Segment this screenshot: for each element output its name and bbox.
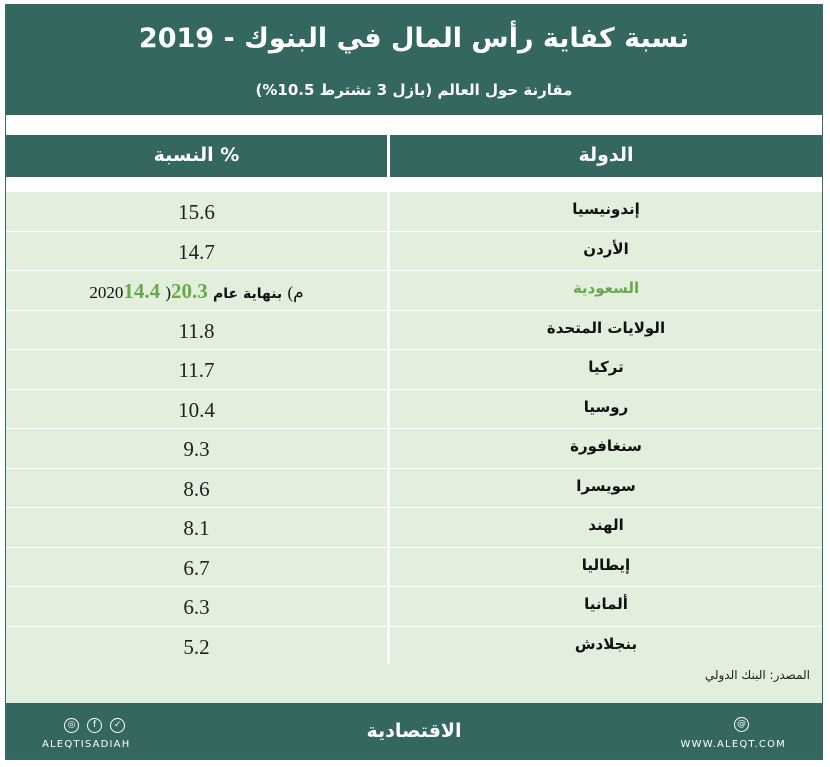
table-row: الهند 8.1 xyxy=(6,508,822,548)
instagram-icon[interactable]: ◎ xyxy=(64,718,79,733)
value-cell: 8.6 xyxy=(183,476,210,501)
column-divider xyxy=(387,508,390,547)
source-row: المصدر: البنك الدولي xyxy=(6,664,822,704)
table-row: إيطاليا 6.7 xyxy=(6,547,822,587)
table-row-highlight: السعودية 2020م) بنهاية عام 20.3( 14.4 xyxy=(6,271,822,311)
value-cell: 5.2 xyxy=(183,634,210,659)
social-handle: ALEQTISADIAH xyxy=(42,739,131,750)
social-icons: ◎ f ✓ xyxy=(64,715,130,733)
brand-logo-text: الاقتصادية xyxy=(366,720,462,742)
table-row: الولايات المتحدة 11.8 xyxy=(6,310,822,350)
column-divider xyxy=(387,429,390,468)
table-row: روسيا 10.4 xyxy=(6,389,822,429)
value-cell: 15.6 xyxy=(178,200,215,224)
note-open-paren: ( xyxy=(165,283,172,302)
highlight-value: 14.4 xyxy=(123,279,161,303)
value-cell: 11.8 xyxy=(178,318,215,343)
column-header-country: الدولة xyxy=(390,135,822,177)
twitter-icon[interactable]: ✓ xyxy=(110,718,126,733)
infographic-frame: نسبة كفاية رأس المال في البنوك - 2019 مق… xyxy=(5,4,823,760)
note-year: 2020م) xyxy=(89,283,304,302)
column-header-ratio: النسبة % xyxy=(6,135,387,177)
column-divider xyxy=(387,468,390,507)
website-url[interactable]: WWW.ALEQT.COM xyxy=(680,739,786,750)
table-row: ألمانيا 6.3 xyxy=(6,587,822,627)
header-separator xyxy=(6,117,822,131)
column-divider xyxy=(387,192,390,231)
note-value: 20.3 xyxy=(171,279,208,303)
country-cell: الأردن xyxy=(583,239,629,258)
value-cell: 9.3 xyxy=(183,437,210,461)
country-cell: إندونيسيا xyxy=(572,200,640,218)
table-row: سنغافورة 9.3 xyxy=(6,429,822,469)
table-row: سويسرا 8.6 xyxy=(6,468,822,508)
country-cell: ألمانيا xyxy=(584,595,628,613)
country-cell: إيطاليا xyxy=(581,555,631,574)
country-cell: سنغافورة xyxy=(570,437,642,455)
value-cell: 11.7 xyxy=(178,358,215,382)
note-text: بنهاية عام xyxy=(213,286,283,302)
value-cell: 6.7 xyxy=(183,555,210,580)
country-cell: السعودية xyxy=(572,279,640,297)
column-divider xyxy=(387,271,390,310)
value-cell: 2020م) بنهاية عام 20.3( 14.4 xyxy=(6,271,387,310)
column-divider xyxy=(387,350,390,389)
column-divider xyxy=(387,547,390,586)
column-divider xyxy=(387,389,390,428)
facebook-icon[interactable]: f xyxy=(87,718,103,733)
column-divider xyxy=(387,626,390,665)
value-cell: 8.1 xyxy=(183,516,210,540)
country-cell: روسيا xyxy=(583,397,629,416)
footer-bar: ◎ f ✓ ALEQTISADIAH الاقتصادية @ WWW.ALEQ… xyxy=(6,703,822,759)
country-cell: الولايات المتحدة xyxy=(546,318,666,337)
source-note: المصدر: البنك الدولي xyxy=(704,668,810,682)
value-cell: 10.4 xyxy=(178,397,215,422)
value-cell: 14.7 xyxy=(178,239,215,264)
column-divider xyxy=(387,231,390,270)
table-row: بنجلادش 5.2 xyxy=(6,626,822,666)
table-row: الأردن 14.7 xyxy=(6,231,822,271)
data-table: إندونيسيا 15.6 الأردن 14.7 السعودية 2020… xyxy=(6,192,822,666)
country-cell: سويسرا xyxy=(576,476,636,495)
column-divider xyxy=(387,587,390,626)
chart-title: نسبة كفاية رأس المال في البنوك - 2019 xyxy=(138,23,690,54)
table-row: إندونيسيا 15.6 xyxy=(6,192,822,232)
header-banner: نسبة كفاية رأس المال في البنوك - 2019 مق… xyxy=(6,5,822,115)
table-row: تركيا 11.7 xyxy=(6,350,822,390)
value-cell: 6.3 xyxy=(183,595,210,619)
globe-icon[interactable]: @ xyxy=(734,717,749,732)
chart-subtitle: مقارنة حول العالم (بازل 3 تشترط 10.5%) xyxy=(255,81,573,99)
column-divider xyxy=(387,310,390,349)
country-cell: بنجلادش xyxy=(574,634,638,653)
country-cell: الهند xyxy=(588,516,624,534)
country-cell: تركيا xyxy=(588,358,624,376)
